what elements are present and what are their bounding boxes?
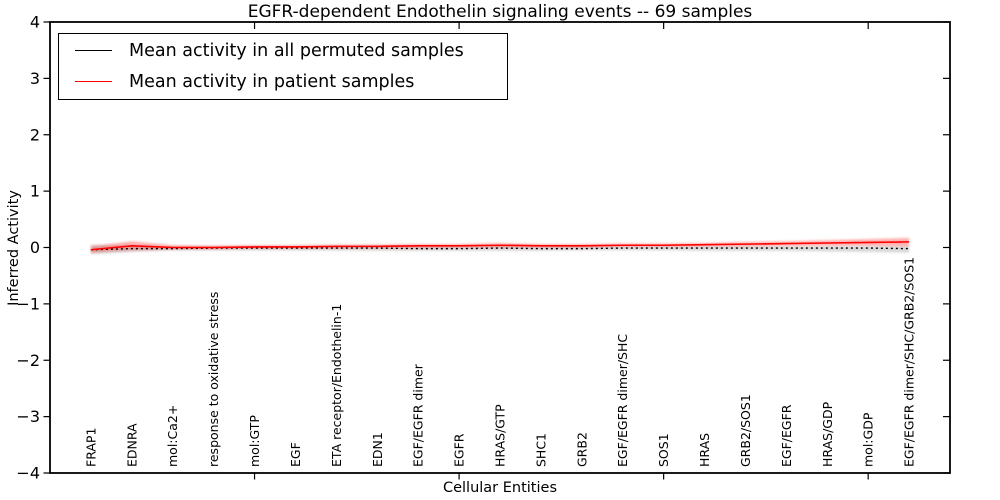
y-tick-label: 1	[30, 182, 40, 201]
category-label: HRAS/GDP	[820, 401, 835, 467]
y-tick-label: 2	[30, 125, 40, 144]
legend-item: Mean activity in patient samples	[59, 66, 507, 97]
category-label: EGF/EGFR	[779, 404, 794, 467]
category-label: EGF	[288, 442, 303, 467]
category-label: mol:GTP	[247, 415, 262, 467]
legend-item-label: Mean activity in all permuted samples	[129, 40, 464, 61]
category-label: SOS1	[656, 433, 671, 467]
category-label: EGF/EGFR dimer	[411, 363, 426, 467]
legend-item-label: Mean activity in patient samples	[129, 71, 415, 92]
y-tick-label: −1	[16, 294, 40, 313]
category-label: HRAS/GTP	[493, 404, 508, 467]
category-label: response to oxidative stress	[206, 292, 221, 467]
category-label: EGFR	[452, 433, 467, 467]
legend-line-swatch-patient	[75, 81, 112, 82]
series-line-patient	[90, 241, 910, 251]
x-axis-label: Cellular Entities	[442, 480, 558, 496]
category-label: EGF/EGFR dimer/SHC/GRB2/SOS1	[902, 257, 917, 467]
category-label: HRAS	[697, 433, 712, 467]
legend-item: Mean activity in all permuted samples	[59, 35, 507, 66]
category-label: ETA receptor/Endothelin-1	[329, 304, 344, 467]
legend-line-swatch-permuted	[75, 50, 112, 51]
category-label: GRB2	[574, 432, 589, 467]
y-tick-label: −4	[16, 464, 40, 483]
y-tick-label: 3	[30, 69, 40, 88]
category-label: SHC1	[533, 433, 548, 467]
y-tick-label: −3	[16, 407, 40, 426]
y-tick-label: −2	[16, 351, 40, 370]
y-tick-label: 0	[30, 238, 40, 257]
category-label: EGF/EGFR dimer/SHC	[615, 334, 630, 467]
category-label: EDNRA	[124, 423, 139, 467]
y-tick-label: 4	[30, 13, 40, 32]
y-axis-label: Inferred Activity	[6, 190, 22, 306]
chart-title: EGFR-dependent Endothelin signaling even…	[247, 2, 753, 22]
category-label: mol:GDP	[861, 412, 876, 467]
category-label: mol:Ca2+	[165, 405, 180, 467]
category-label: GRB2/SOS1	[738, 394, 753, 467]
category-label: EDN1	[370, 432, 385, 467]
legend: Mean activity in all permuted samples Me…	[58, 33, 508, 100]
category-label: FRAP1	[83, 428, 98, 467]
